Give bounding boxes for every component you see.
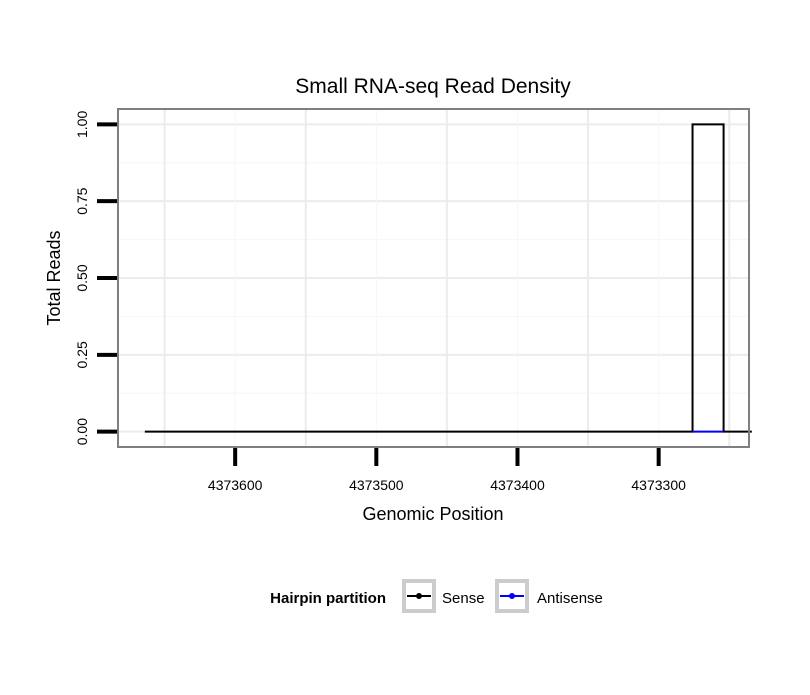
x-tick-label: 4373400 bbox=[490, 477, 545, 493]
y-tick-label: 1.00 bbox=[74, 111, 90, 138]
legend-item-sense: Sense bbox=[402, 579, 485, 613]
legend: Hairpin partition Sense Antisense bbox=[270, 579, 603, 613]
chart-title: Small RNA-seq Read Density bbox=[295, 75, 571, 98]
legend-point-sense bbox=[416, 593, 422, 599]
series-line-sense bbox=[144, 123, 752, 433]
legend-label-sense: Sense bbox=[442, 590, 485, 607]
y-tick-label: 0.75 bbox=[74, 187, 90, 214]
legend-label-antisense: Antisense bbox=[537, 590, 603, 607]
x-axis-title: Genomic Position bbox=[362, 504, 503, 524]
y-tick-label: 0.50 bbox=[74, 264, 90, 291]
plot-border bbox=[117, 108, 750, 448]
y-axis: 0.00 0.25 0.50 0.75 1.00 bbox=[74, 111, 117, 445]
x-tick-label: 4373600 bbox=[208, 477, 263, 493]
y-tick-label: 0.25 bbox=[74, 341, 90, 368]
legend-item-antisense: Antisense bbox=[495, 579, 603, 613]
grid-lines bbox=[118, 109, 749, 447]
x-tick-label: 4373300 bbox=[631, 477, 686, 493]
legend-point-antisense bbox=[509, 593, 515, 599]
series-layer bbox=[144, 123, 752, 433]
y-tick-label: 0.00 bbox=[74, 418, 90, 445]
y-axis-title: Total Reads bbox=[44, 230, 64, 325]
legend-title: Hairpin partition bbox=[270, 590, 386, 607]
x-tick-label: 4373500 bbox=[349, 477, 404, 493]
x-axis: 4373600 4373500 4373400 4373300 bbox=[208, 448, 686, 493]
